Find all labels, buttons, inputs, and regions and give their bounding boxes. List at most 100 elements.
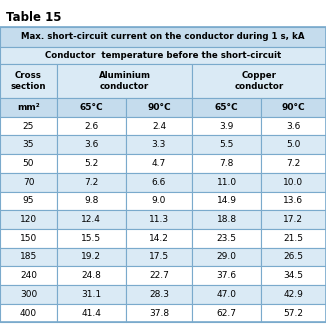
Text: 37.6: 37.6: [216, 271, 237, 280]
Text: 34.5: 34.5: [283, 271, 304, 280]
Bar: [0, 173, 57, 191]
Bar: [192, 191, 261, 210]
Bar: [261, 135, 326, 154]
Text: 50: 50: [23, 159, 34, 168]
Bar: [0, 98, 57, 117]
Text: 62.7: 62.7: [216, 308, 237, 318]
Text: 13.6: 13.6: [283, 196, 304, 205]
Text: 35: 35: [23, 140, 34, 149]
Bar: [192, 64, 326, 98]
Text: 2.4: 2.4: [152, 122, 166, 131]
Text: 11.3: 11.3: [149, 215, 169, 224]
Text: 7.8: 7.8: [219, 159, 234, 168]
Text: Cross
section: Cross section: [11, 71, 46, 91]
Bar: [126, 117, 192, 135]
Bar: [261, 191, 326, 210]
Text: 18.8: 18.8: [216, 215, 237, 224]
Bar: [192, 248, 261, 266]
Text: 300: 300: [20, 290, 37, 299]
Text: Max. short-circuit current on the conductor during 1 s, kA: Max. short-circuit current on the conduc…: [21, 32, 305, 41]
Text: 41.4: 41.4: [82, 308, 101, 318]
Text: 3.6: 3.6: [286, 122, 301, 131]
Text: 3.6: 3.6: [84, 140, 98, 149]
Bar: [0, 47, 326, 64]
Text: 185: 185: [20, 252, 37, 261]
Bar: [0, 64, 57, 98]
Text: 15.5: 15.5: [81, 234, 101, 243]
Bar: [0, 210, 57, 229]
Text: 29.0: 29.0: [216, 252, 237, 261]
Bar: [261, 248, 326, 266]
Bar: [261, 266, 326, 285]
Bar: [126, 210, 192, 229]
Text: 90°C: 90°C: [282, 103, 305, 112]
Text: 6.6: 6.6: [152, 178, 166, 187]
Bar: [0, 229, 57, 248]
Bar: [57, 248, 126, 266]
Text: 11.0: 11.0: [216, 178, 237, 187]
Bar: [192, 117, 261, 135]
Text: 47.0: 47.0: [216, 290, 237, 299]
Text: 17.2: 17.2: [283, 215, 304, 224]
Bar: [126, 173, 192, 191]
Text: 120: 120: [20, 215, 37, 224]
Bar: [57, 229, 126, 248]
Text: Table 15: Table 15: [6, 11, 61, 24]
Text: Copper
conductor: Copper conductor: [234, 71, 284, 91]
Text: 3.3: 3.3: [152, 140, 166, 149]
Text: 14.2: 14.2: [149, 234, 169, 243]
Text: 5.0: 5.0: [286, 140, 301, 149]
Text: 9.0: 9.0: [152, 196, 166, 205]
Bar: [57, 304, 126, 322]
Bar: [126, 135, 192, 154]
Text: 3.9: 3.9: [219, 122, 234, 131]
Text: 240: 240: [20, 271, 37, 280]
Text: 7.2: 7.2: [84, 178, 98, 187]
Text: 17.5: 17.5: [149, 252, 169, 261]
Bar: [57, 154, 126, 173]
Bar: [57, 64, 192, 98]
Bar: [0, 27, 326, 47]
Bar: [126, 154, 192, 173]
Bar: [261, 210, 326, 229]
Text: 25: 25: [23, 122, 34, 131]
Bar: [57, 285, 126, 304]
Bar: [126, 229, 192, 248]
Text: 95: 95: [23, 196, 34, 205]
Bar: [0, 285, 57, 304]
Text: 70: 70: [23, 178, 34, 187]
Bar: [192, 266, 261, 285]
Bar: [192, 135, 261, 154]
Bar: [261, 117, 326, 135]
Text: 57.2: 57.2: [283, 308, 304, 318]
Text: 65°C: 65°C: [80, 103, 103, 112]
Text: 150: 150: [20, 234, 37, 243]
Text: 23.5: 23.5: [216, 234, 237, 243]
Text: 42.9: 42.9: [284, 290, 303, 299]
Bar: [261, 229, 326, 248]
Text: Conductor  temperature before the short-circuit: Conductor temperature before the short-c…: [45, 51, 281, 60]
Bar: [126, 266, 192, 285]
Bar: [126, 191, 192, 210]
Bar: [126, 98, 192, 117]
Text: 26.5: 26.5: [283, 252, 304, 261]
Bar: [192, 304, 261, 322]
Bar: [57, 98, 126, 117]
Text: 12.4: 12.4: [82, 215, 101, 224]
Bar: [57, 266, 126, 285]
Bar: [261, 285, 326, 304]
Text: 19.2: 19.2: [81, 252, 101, 261]
Text: 37.8: 37.8: [149, 308, 169, 318]
Text: 28.3: 28.3: [149, 290, 169, 299]
Bar: [57, 117, 126, 135]
Bar: [192, 229, 261, 248]
Bar: [126, 304, 192, 322]
Text: 90°C: 90°C: [147, 103, 171, 112]
Text: 24.8: 24.8: [82, 271, 101, 280]
Text: 22.7: 22.7: [149, 271, 169, 280]
Bar: [192, 98, 261, 117]
Bar: [261, 98, 326, 117]
Text: 9.8: 9.8: [84, 196, 98, 205]
Text: 31.1: 31.1: [81, 290, 101, 299]
Bar: [57, 173, 126, 191]
